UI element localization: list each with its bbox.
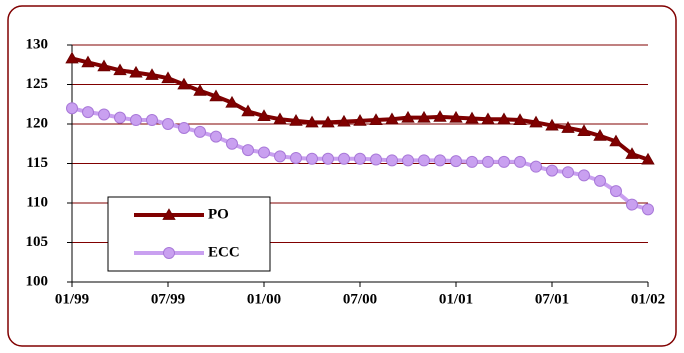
marker: [146, 114, 158, 127]
marker: [257, 109, 271, 121]
x-tick-label: 01/02: [631, 291, 665, 307]
marker: [193, 84, 207, 96]
marker: [161, 71, 175, 84]
y-tick-label: 125: [26, 76, 49, 92]
marker: [242, 144, 254, 157]
marker: [529, 115, 543, 128]
marker: [386, 154, 398, 167]
marker: [289, 114, 303, 126]
marker: [353, 114, 367, 126]
marker: [145, 68, 159, 80]
marker: [129, 65, 143, 78]
y-tick-label: 110: [26, 194, 48, 210]
marker: [626, 198, 638, 211]
x-tick-label: 07/01: [535, 291, 569, 307]
marker: [609, 134, 623, 147]
marker: [337, 114, 351, 127]
marker: [450, 155, 462, 168]
marker: [545, 118, 559, 131]
marker: [642, 203, 654, 216]
marker: [402, 154, 414, 167]
marker: [322, 152, 334, 165]
marker: [594, 174, 606, 187]
marker: [385, 112, 399, 125]
marker: [370, 153, 382, 166]
marker: [209, 89, 223, 102]
marker: [210, 130, 222, 143]
marker: [417, 110, 431, 123]
marker: [113, 63, 127, 76]
marker: [306, 152, 318, 165]
marker: [530, 160, 542, 173]
marker: [562, 166, 574, 179]
marker: [65, 51, 79, 64]
marker: [321, 115, 335, 128]
marker: [178, 121, 190, 134]
marker: [482, 155, 494, 168]
marker: [369, 113, 383, 125]
marker: [81, 55, 95, 68]
marker: [130, 114, 142, 127]
marker: [434, 154, 446, 167]
marker: [433, 110, 447, 122]
marker: [354, 152, 366, 165]
marker: [498, 155, 510, 168]
marker: [466, 155, 478, 168]
x-tick-label: 07/99: [151, 291, 185, 307]
legend-label: PO: [208, 206, 229, 222]
y-tick-label: 115: [26, 155, 48, 171]
marker: [497, 112, 511, 125]
marker: [82, 106, 94, 119]
legend-marker: [162, 208, 176, 220]
marker: [578, 169, 590, 182]
marker: [66, 102, 78, 115]
marker: [561, 121, 575, 133]
x-tick-label: 01/00: [247, 291, 281, 307]
marker: [577, 124, 591, 137]
marker: [114, 111, 126, 124]
marker: [610, 185, 622, 198]
marker: [98, 108, 110, 121]
y-tick-label: 100: [26, 273, 49, 289]
y-tick-label: 120: [26, 115, 49, 131]
legend-marker: [163, 247, 175, 259]
marker: [241, 104, 255, 117]
marker: [258, 146, 270, 159]
marker: [546, 164, 558, 177]
legend-label: ECC: [208, 244, 240, 260]
marker: [274, 150, 286, 163]
marker: [177, 77, 191, 90]
marker: [338, 152, 350, 165]
marker: [513, 113, 527, 125]
marker: [418, 154, 430, 167]
marker: [514, 155, 526, 168]
marker: [97, 59, 111, 72]
x-tick-label: 07/00: [343, 291, 377, 307]
marker: [465, 111, 479, 124]
marker: [625, 147, 639, 159]
x-tick-label: 01/01: [439, 291, 473, 307]
y-tick-label: 105: [26, 234, 49, 250]
marker: [194, 125, 206, 138]
marker: [290, 151, 302, 164]
marker: [401, 110, 415, 123]
marker: [641, 152, 655, 165]
marker: [305, 115, 319, 128]
x-tick-label: 01/99: [55, 291, 89, 307]
marker: [273, 112, 287, 125]
y-tick-label: 130: [26, 36, 49, 52]
marker: [481, 112, 495, 125]
marker: [593, 129, 607, 141]
legend-box: [107, 196, 271, 272]
marker: [225, 95, 239, 108]
marker: [449, 110, 463, 123]
marker: [226, 137, 238, 150]
marker: [162, 118, 174, 130]
